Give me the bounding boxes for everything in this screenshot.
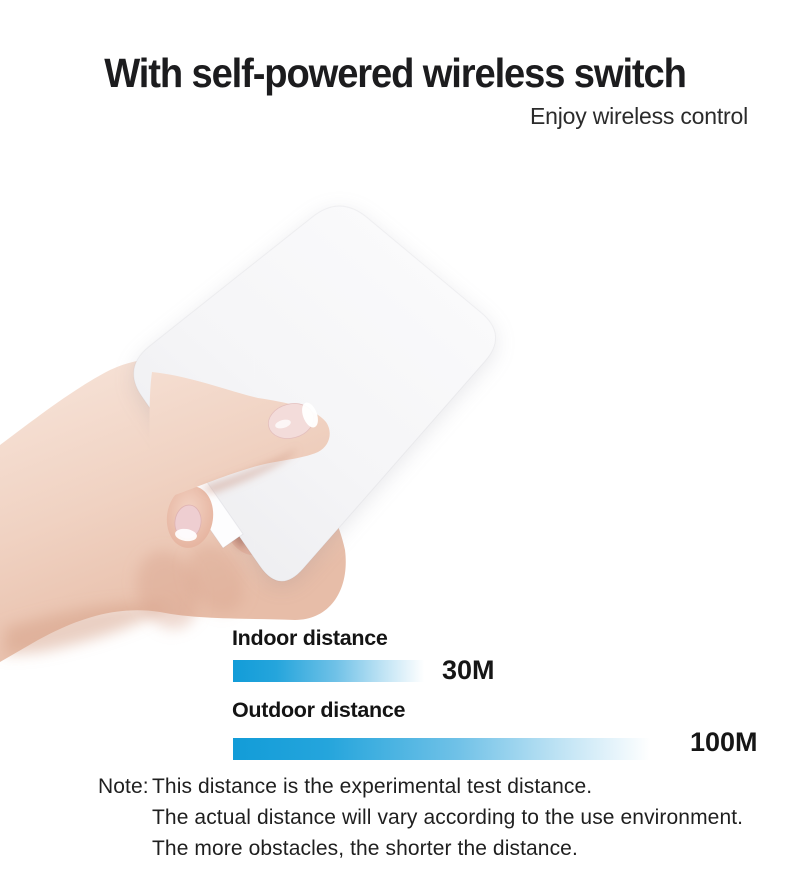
fingertip-with-nail — [166, 486, 214, 548]
hand-holding-switch-photo — [0, 205, 496, 662]
outdoor-distance-label: Outdoor distance — [232, 698, 406, 722]
indoor-distance-bar — [233, 660, 430, 682]
page-title: With self-powered wireless switch — [104, 50, 687, 96]
page-subtitle: Enjoy wireless control — [529, 103, 748, 129]
indoor-distance-value: 30M — [442, 655, 495, 685]
note-lines: This distance is the experimental test d… — [152, 771, 743, 864]
note-line: The more obstacles, the shorter the dist… — [152, 837, 578, 860]
note-line: This distance is the experimental test d… — [152, 775, 593, 798]
note-line: The actual distance will vary according … — [152, 806, 744, 829]
outdoor-distance-value: 100M — [690, 727, 758, 757]
indoor-distance-label: Indoor distance — [232, 626, 388, 650]
note-block: Note: This distance is the experimental … — [98, 771, 743, 864]
outdoor-distance-bar — [233, 738, 663, 760]
thumb — [149, 372, 330, 497]
note-label: Note: — [98, 775, 149, 798]
